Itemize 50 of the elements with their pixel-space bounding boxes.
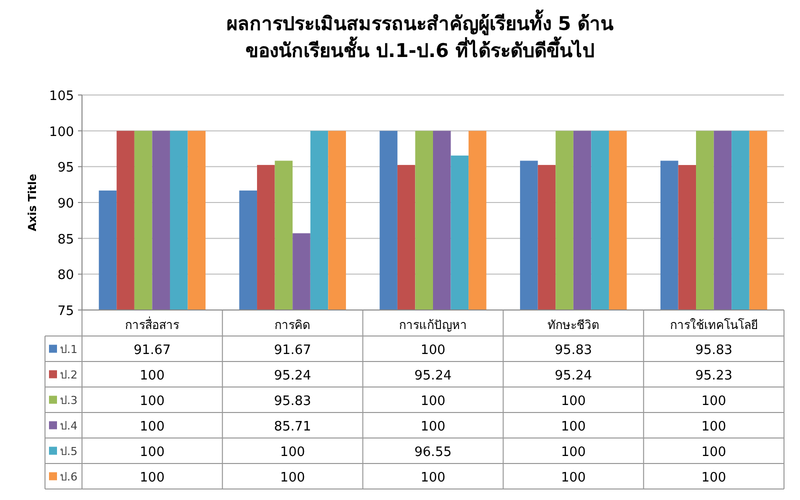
legend-label: ป.2 [60,368,78,382]
y-tick-label: 100 [49,124,74,140]
data-label: 100 [420,394,446,409]
data-label: 96.55 [414,444,452,460]
data-label: 100 [560,394,586,409]
legend-label: ป.1 [60,342,78,356]
data-label: 100 [140,394,165,409]
data-label: 95.24 [554,368,592,384]
data-label: 95.83 [695,342,732,358]
y-tick-label: 105 [49,89,74,104]
data-label: 100 [701,444,726,460]
data-label: 91.67 [274,342,312,358]
data-label: 100 [420,470,446,486]
data-label: 100 [560,419,586,434]
y-axis-title: Axis Title [26,174,39,232]
data-label: 100 [701,470,726,486]
data-label: 100 [560,444,586,460]
data-label: 100 [140,444,165,460]
data-label: 100 [560,470,586,486]
data-label: 100 [701,394,726,409]
data-label: 100 [140,368,165,384]
legend-label: ป.4 [60,419,78,432]
y-tick-label: 85 [57,232,74,248]
data-label: 100 [420,342,446,358]
x-tick-label: การแก้ปัญหา [399,318,467,332]
legend-label: ป.5 [60,444,78,458]
data-label: 95.83 [554,342,592,358]
legend-label: ป.6 [60,470,78,484]
data-label: 85.71 [274,419,312,434]
y-tick-label: 75 [57,304,74,319]
x-tick-label: การคิด [274,318,311,332]
data-label: 100 [140,419,165,434]
y-tick-label: 95 [57,160,74,176]
data-label: 100 [701,419,726,434]
x-tick-label: การสื่อสาร [125,316,180,332]
data-label: 95.83 [274,394,312,409]
data-label: 100 [140,470,165,486]
x-tick-label: ทักษะชีวิต [547,318,600,332]
data-label: 91.67 [134,342,171,358]
data-label: 100 [420,419,446,434]
y-tick-label: 90 [57,196,74,212]
y-tick-label: 80 [57,268,74,284]
data-label: 95.24 [274,368,312,384]
x-tick-label: การใช้เทคโนโลยี [670,318,758,332]
data-label: 95.24 [414,368,452,384]
legend-label: ป.3 [60,394,78,407]
data-label: 100 [280,470,306,486]
data-label: 95.23 [695,368,732,384]
chart-title: ผลการประเมินสมรรถนะสำคัญผู้เรียนทั้ง 5 ด้าน ของนักเรียนชั้น ป.1-ป.6 ที่ได้ระดับดีขึ้นไป [226,9,614,62]
data-label: 100 [280,444,306,460]
